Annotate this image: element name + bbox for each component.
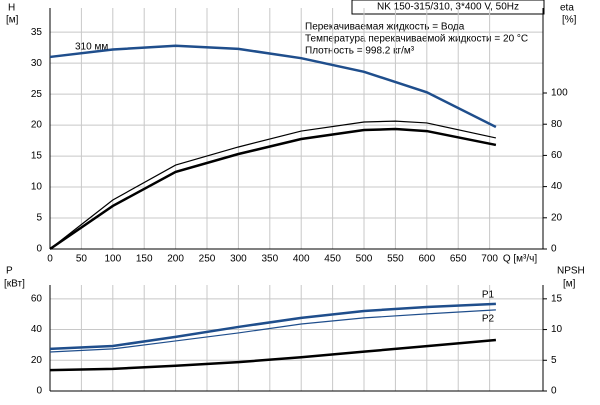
y-tick-label: 20 xyxy=(31,355,43,366)
x-tick-label: 500 xyxy=(356,254,373,265)
y2-tick-label: 80 xyxy=(551,119,563,130)
y-tick-label: 25 xyxy=(31,89,43,100)
title-box xyxy=(351,0,545,15)
y2-tick-label: 60 xyxy=(551,150,563,161)
x-tick-label: 450 xyxy=(324,254,341,265)
x-tick-label: 300 xyxy=(230,254,247,265)
y-tick-label: 5 xyxy=(36,213,42,224)
y2-tick-label: 20 xyxy=(551,212,563,223)
x-tick-label: 250 xyxy=(199,254,216,265)
y-label: P xyxy=(6,266,13,277)
x-tick-label: 700 xyxy=(481,254,498,265)
y2-tick-label: 5 xyxy=(551,355,557,366)
x-tick-label: 100 xyxy=(104,254,121,265)
y2-unit: [%] xyxy=(562,15,577,26)
x-tick-label: 550 xyxy=(387,254,404,265)
y2-tick-label: 40 xyxy=(551,181,563,192)
x-tick-label: 600 xyxy=(418,254,435,265)
y2-unit: [м] xyxy=(563,279,576,290)
curve xyxy=(49,44,497,129)
y-tick-label: 10 xyxy=(31,182,43,193)
y-unit: [м] xyxy=(6,15,19,26)
y-unit: [кВт] xyxy=(4,279,25,290)
x-tick-label: 0 xyxy=(47,254,53,265)
y2-label: NPSH xyxy=(557,266,585,277)
y2-tick-label: 15 xyxy=(551,293,563,304)
x-tick-label: 350 xyxy=(261,254,278,265)
y-tick-label: 0 xyxy=(36,244,42,255)
x-tick-label: 50 xyxy=(76,254,88,265)
curve-label: P2 xyxy=(482,314,495,325)
curve-label: 310 мм xyxy=(75,42,108,53)
x-tick-label: 650 xyxy=(450,254,467,265)
y-tick-label: 15 xyxy=(31,151,43,162)
x-tick-label: 400 xyxy=(293,254,310,265)
x-label: Q [м³/ч] xyxy=(503,254,538,265)
curve xyxy=(49,338,497,372)
y2-tick-label: 10 xyxy=(551,324,563,335)
y-tick-label: 35 xyxy=(31,27,43,38)
y-tick-label: 0 xyxy=(36,386,42,397)
y2-label: eta xyxy=(560,3,574,14)
y-label: H xyxy=(8,3,15,14)
x-tick-label: 150 xyxy=(136,254,153,265)
curve-label: P1 xyxy=(482,290,495,301)
y2-tick-label: 0 xyxy=(551,386,557,397)
chart-title: NK 150-315/310, 3*400 V, 50Hz xyxy=(377,2,519,13)
info-line: Перекачиваемая жидкость = Вода xyxy=(305,22,465,33)
x-tick-label: 200 xyxy=(167,254,184,265)
y-tick-label: 60 xyxy=(31,293,43,304)
y-tick-label: 40 xyxy=(31,324,43,335)
curve xyxy=(49,302,496,351)
info-line: Плотность = 998.2 кг/м³ xyxy=(305,46,415,57)
info-line: Температура перекачиваемой жидкости = 20… xyxy=(305,34,528,45)
curve xyxy=(49,309,496,353)
y2-tick-label: 100 xyxy=(551,88,568,99)
curve xyxy=(49,127,497,251)
curve xyxy=(49,120,497,250)
y-tick-label: 30 xyxy=(31,58,43,69)
y-tick-label: 20 xyxy=(31,120,43,131)
y2-tick-label: 0 xyxy=(551,244,557,255)
